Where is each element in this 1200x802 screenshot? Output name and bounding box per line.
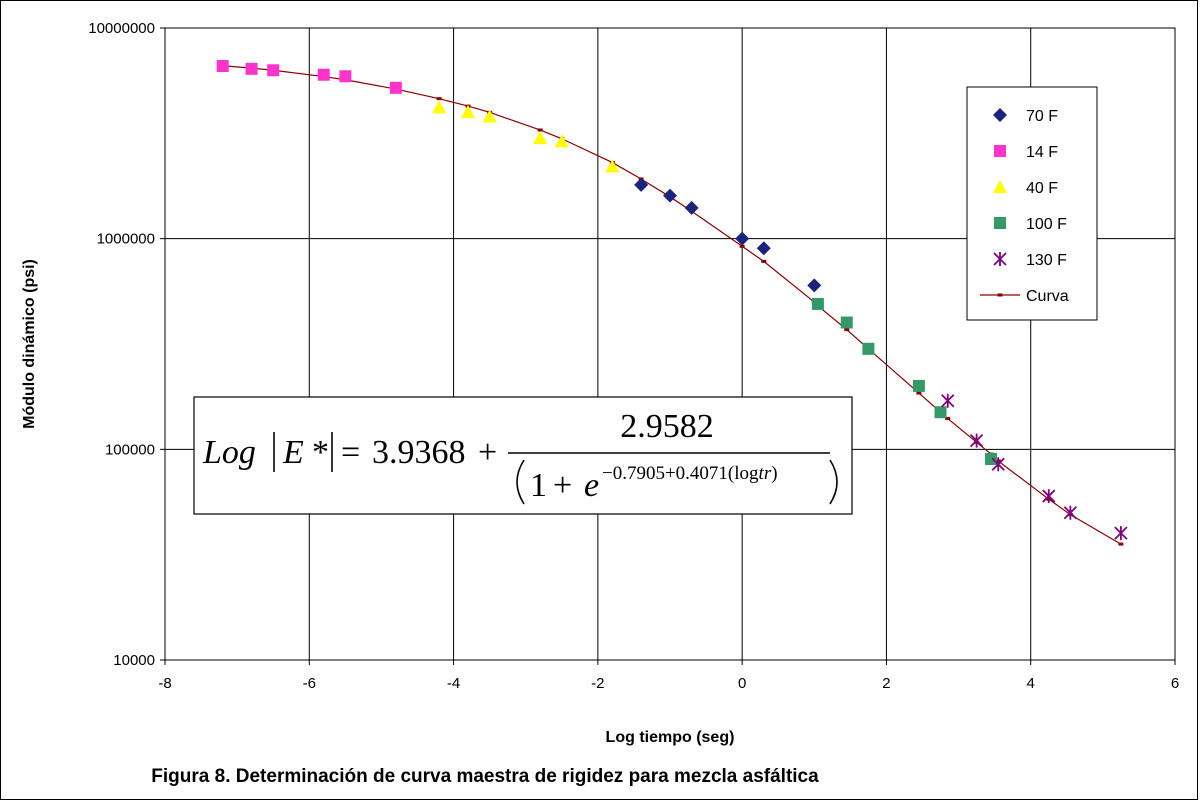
x-tick-label: 0	[738, 675, 746, 692]
point-14f	[339, 70, 352, 83]
equation-constant: 3.9368	[372, 434, 466, 471]
equation-exponent: −0.7905+0.4071(logtr)	[602, 463, 778, 484]
paren-right	[829, 459, 838, 505]
figure-caption: Figura 8. Determinación de curva maestra…	[151, 766, 819, 787]
y-tick-label: 10000	[113, 652, 155, 669]
point-70f	[634, 177, 649, 192]
legend-line-dot	[997, 293, 1003, 297]
legend-label: Curva	[1026, 288, 1069, 305]
point-70f	[807, 278, 822, 293]
equation-e-var: E	[282, 434, 304, 471]
equation-border	[193, 396, 853, 515]
point-130f	[941, 393, 955, 408]
point-14f	[245, 62, 258, 75]
point-40f	[432, 100, 447, 114]
point-40f	[482, 109, 497, 123]
x-tick-label: -4	[447, 675, 460, 692]
curve-point	[1118, 542, 1124, 546]
equation-log: Log	[202, 434, 256, 471]
y-tick-label: 1000000	[97, 231, 155, 248]
equation-denom-one: 1	[530, 467, 547, 504]
point-40f	[461, 104, 475, 118]
legend-box	[966, 86, 1098, 321]
legend-marker-70f	[993, 108, 1007, 122]
point-70f	[735, 231, 750, 246]
equation-star: *	[312, 434, 329, 471]
x-tick-label: -2	[591, 675, 604, 692]
point-130f	[1114, 526, 1128, 541]
point-14f	[389, 81, 402, 94]
point-130f	[969, 433, 984, 448]
exponent-main: −0.7905+0.4071(log	[602, 463, 759, 484]
point-40f	[554, 134, 569, 148]
x-tick-label: 2	[882, 675, 890, 692]
x-tick-label: -8	[158, 675, 171, 692]
point-70f	[684, 200, 699, 215]
curve-point	[739, 244, 745, 248]
y-tick-label: 10000000	[88, 20, 155, 37]
legend-label: 100 F	[1026, 216, 1067, 233]
legend: 70 F 14 F 40 F 100 F 130 F Curva	[966, 86, 1098, 321]
point-70f	[756, 241, 771, 256]
curve-point	[537, 128, 543, 132]
equation-denom-e: e	[584, 467, 599, 504]
exponent-close: )	[771, 463, 777, 484]
x-tick-label: 6	[1171, 675, 1179, 692]
legend-marker-curva	[980, 293, 1020, 297]
point-130f	[991, 457, 1005, 472]
paren-left	[516, 459, 525, 505]
equation-equals: =	[341, 434, 360, 471]
curve-point	[761, 259, 767, 263]
point-40f	[533, 131, 548, 145]
equation-numerator: 2.9582	[620, 408, 714, 445]
point-130f	[1042, 489, 1056, 504]
point-100f	[934, 406, 947, 419]
y-axis-label: Módulo dinámico (psi)	[21, 259, 38, 429]
legend-label: 40 F	[1026, 180, 1058, 197]
x-tick-label: 4	[1027, 675, 1035, 692]
point-100f	[840, 316, 853, 329]
point-14f	[216, 60, 229, 73]
equation-plus: +	[478, 434, 497, 471]
point-40f	[605, 159, 620, 173]
x-tick-labels: -8 -6 -4 -2 0 2 4 6	[158, 660, 1179, 692]
y-tick-label: 100000	[105, 441, 155, 458]
equation-denom-plus: +	[553, 467, 572, 504]
legend-marker-40f	[993, 180, 1007, 193]
point-100f	[811, 297, 824, 310]
legend-marker-100f	[994, 217, 1006, 229]
exponent-var: tr	[759, 463, 772, 484]
legend-label: 130 F	[1026, 252, 1067, 269]
x-axis-label: Log tiempo (seg)	[606, 729, 735, 746]
point-70f	[663, 188, 677, 203]
point-100f	[912, 379, 925, 392]
legend-label: 70 F	[1026, 108, 1058, 125]
point-130f	[1063, 505, 1078, 520]
x-tick-label: -6	[303, 675, 316, 692]
data-points	[216, 60, 1128, 541]
curve-point	[945, 417, 951, 421]
point-14f	[317, 68, 330, 81]
curve-point	[916, 391, 922, 395]
legend-marker-14f	[994, 145, 1006, 157]
point-14f	[267, 64, 280, 77]
point-100f	[985, 452, 998, 465]
legend-label: 14 F	[1026, 144, 1058, 161]
legend-marker-130f	[993, 252, 1007, 266]
legend-items: 70 F 14 F 40 F 100 F 130 F Curva	[980, 108, 1069, 305]
equation-box: Log E * = 3.9368 + 2.9582 1 + e −0.7905+…	[193, 396, 853, 515]
y-tick-labels: 10000 100000 1000000 10000000	[88, 20, 165, 669]
curve-point	[844, 328, 850, 332]
curve-point	[436, 97, 442, 101]
point-100f	[862, 342, 875, 355]
